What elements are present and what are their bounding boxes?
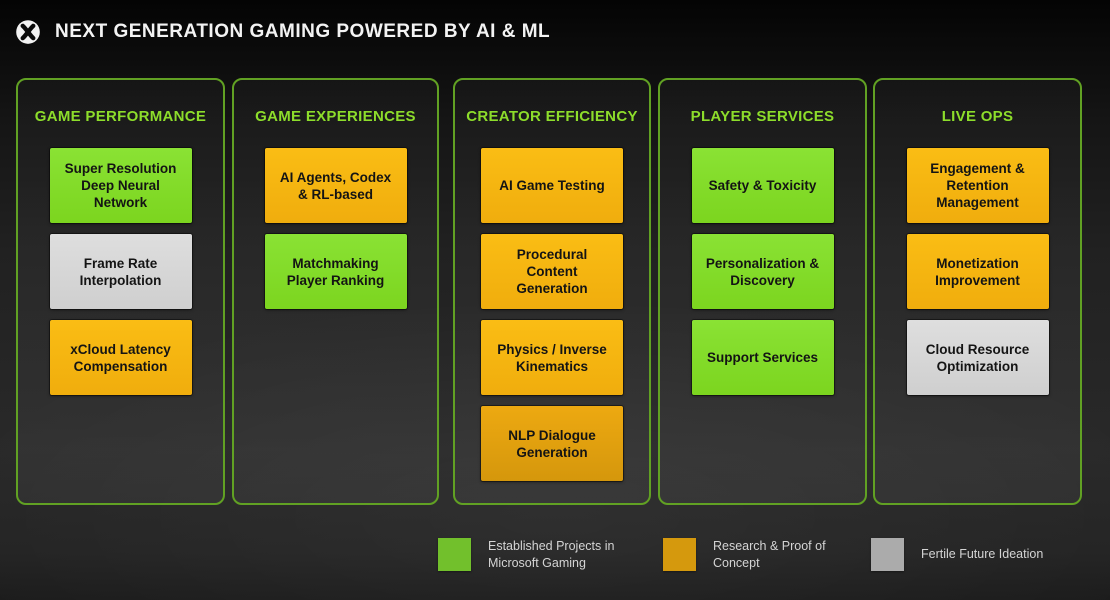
legend-label: Fertile Future Ideation [921, 547, 1044, 562]
card-list: Engagement & Retention Management Moneti… [875, 148, 1080, 395]
legend-item-research: Research & Proof of Concept [663, 538, 865, 571]
slide-header: NEXT GENERATION GAMING POWERED BY AI & M… [14, 15, 550, 49]
column-title: LIVE OPS [941, 108, 1014, 125]
xbox-logo-icon [16, 20, 40, 44]
project-card: NLP Dialogue Generation [481, 406, 623, 481]
project-card: Safety & Toxicity [691, 148, 834, 223]
card-list: AI Agents, Codex & RL-based Matchmaking … [234, 148, 437, 309]
column-title: CREATOR EFFICIENCY [466, 108, 638, 125]
column-game-performance: GAME PERFORMANCE Super Resolution Deep N… [16, 78, 225, 505]
slide-title: NEXT GENERATION GAMING POWERED BY AI & M… [55, 21, 551, 42]
legend-swatch-established-icon [438, 538, 471, 571]
project-card: Personalization & Discovery [691, 234, 834, 309]
project-card: Monetization Improvement [906, 234, 1049, 309]
project-card: Frame Rate Interpolation [49, 234, 192, 309]
legend-label: Established Projects in Microsoft Gaming [488, 539, 615, 570]
card-list: Safety & Toxicity Personalization & Disc… [660, 148, 865, 395]
column-creator-efficiency: CREATOR EFFICIENCY AI Game Testing Proce… [453, 78, 651, 505]
project-card: Support Services [691, 320, 834, 395]
column-title: GAME EXPERIENCES [255, 108, 416, 125]
card-list: AI Game Testing Procedural Content Gener… [455, 148, 649, 481]
project-card: xCloud Latency Compensation [49, 320, 192, 395]
column-title: PLAYER SERVICES [690, 108, 835, 125]
legend-item-ideation: Fertile Future Ideation [871, 538, 1043, 571]
project-card: Cloud Resource Optimization [906, 320, 1049, 395]
project-card: Super Resolution Deep Neural Network [49, 148, 192, 223]
legend-swatch-research-icon [663, 538, 696, 571]
project-card: Physics / Inverse Kinematics [481, 320, 623, 395]
column-player-services: PLAYER SERVICES Safety & Toxicity Person… [658, 78, 867, 505]
project-card: Procedural Content Generation [481, 234, 623, 309]
project-card: Engagement & Retention Management [906, 148, 1049, 223]
legend-label: Research & Proof of Concept [713, 539, 826, 570]
column-title: GAME PERFORMANCE [34, 108, 207, 125]
column-live-ops: LIVE OPS Engagement & Retention Manageme… [873, 78, 1082, 505]
project-card: Matchmaking Player Ranking [264, 234, 407, 309]
column-game-experiences: GAME EXPERIENCES AI Agents, Codex & RL-b… [232, 78, 439, 505]
project-card: AI Agents, Codex & RL-based [264, 148, 407, 223]
card-list: Super Resolution Deep Neural Network Fra… [18, 148, 223, 395]
legend-swatch-ideation-icon [871, 538, 904, 571]
project-card: AI Game Testing [481, 148, 623, 223]
legend-item-established: Established Projects in Microsoft Gaming [438, 538, 640, 571]
